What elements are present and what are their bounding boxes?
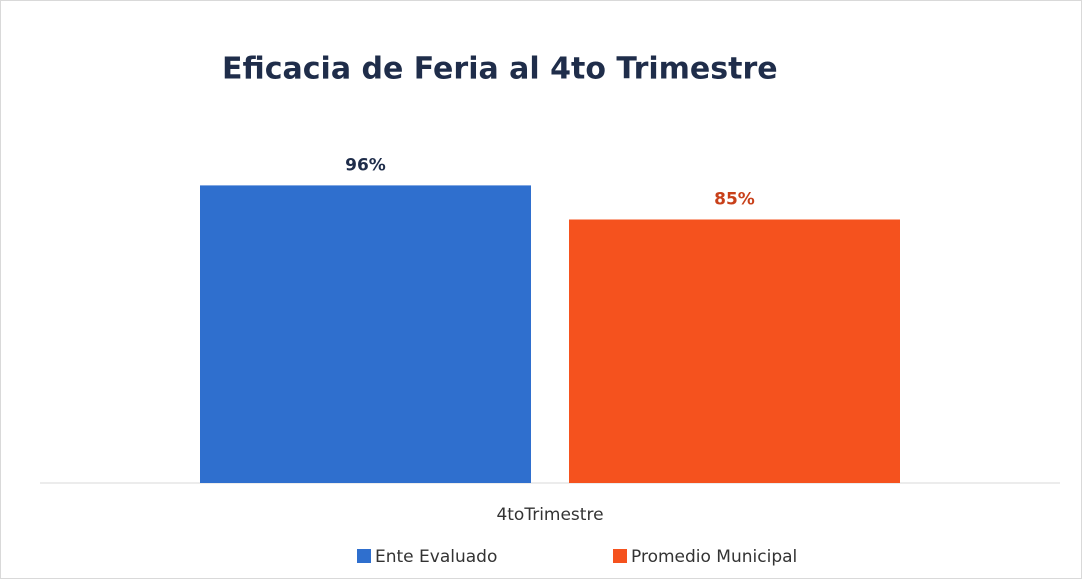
legend-label: Ente Evaluado (375, 547, 497, 567)
bar (200, 185, 531, 483)
chart-title: Eficacia de Feria al 4to Trimestre (222, 52, 778, 87)
data-label: 96% (345, 155, 386, 175)
legend-label: Promedio Municipal (631, 547, 797, 567)
legend-swatch (613, 549, 627, 563)
x-tick-label: 4toTrimestre (496, 505, 603, 525)
bar (569, 219, 900, 483)
data-label: 85% (714, 190, 755, 210)
legend-swatch (357, 549, 371, 563)
